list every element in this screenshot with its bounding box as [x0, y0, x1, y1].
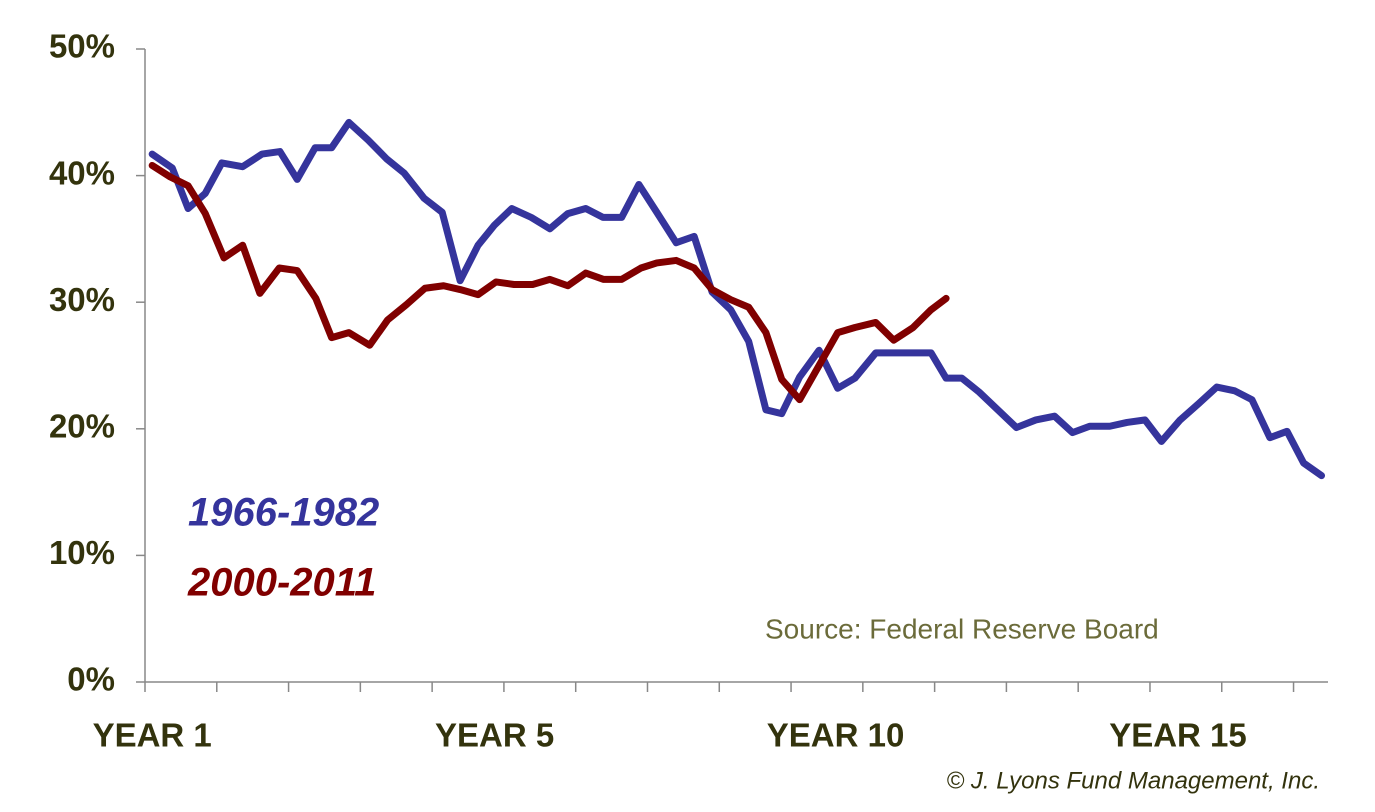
series-line [148, 161, 950, 404]
source-note: Source: Federal Reserve Board [765, 613, 1159, 644]
legend-label: 1966-1982 [188, 491, 379, 535]
credit: © J. Lyons Fund Management, Inc. [947, 767, 1320, 794]
x-tick-label: YEAR 15 [1109, 717, 1247, 754]
y-tick-label: 0% [67, 661, 115, 698]
y-tick-label: 20% [49, 408, 115, 445]
x-tick-label: YEAR 1 [93, 717, 212, 754]
y-tick-label: 40% [49, 154, 115, 191]
y-tick-label: 30% [49, 281, 115, 318]
y-tick-label: 50% [49, 28, 115, 65]
series-line [148, 118, 1326, 480]
x-tick-label: YEAR 5 [435, 717, 554, 754]
y-tick-label: 10% [49, 534, 115, 571]
x-tick-label: YEAR 10 [767, 717, 905, 754]
legend-label: 2000-2011 [187, 561, 376, 605]
